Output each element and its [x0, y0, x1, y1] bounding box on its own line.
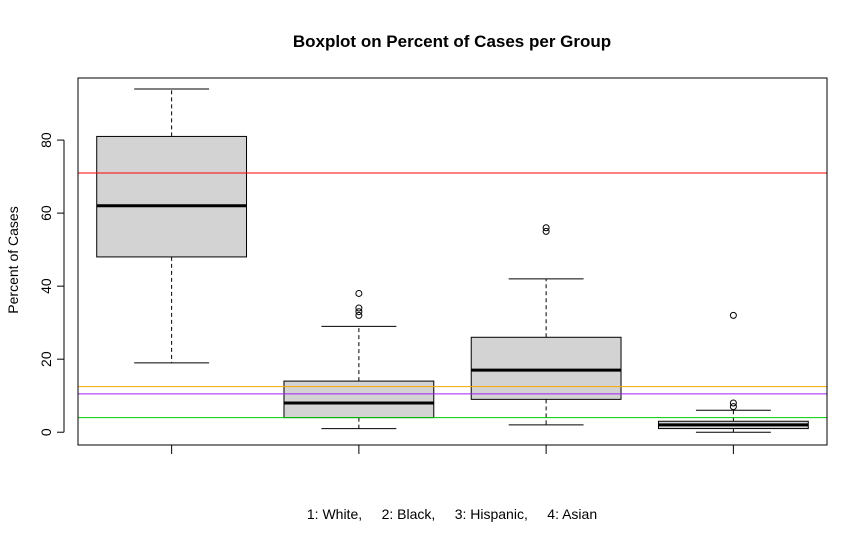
group-4-outlier-0	[729, 403, 737, 411]
group-2-outlier-0	[355, 311, 363, 319]
group-3-outlier-1	[542, 224, 550, 232]
group-4-outlier-2	[729, 311, 737, 319]
group-2-outlier-2	[355, 304, 363, 312]
plot-frame	[77, 77, 828, 446]
group-3-outlier-0	[542, 227, 550, 235]
y-tick-label-60: 60	[38, 205, 54, 221]
y-tick-label-40: 40	[38, 278, 54, 294]
chart-title: Boxplot on Percent of Cases per Group	[293, 32, 611, 51]
y-tick-label-0: 0	[38, 428, 54, 436]
plot-area: 0 20 40 60 80	[38, 77, 828, 454]
group-4-outlier-1	[729, 399, 737, 407]
group-2-outlier-3	[355, 289, 363, 297]
x-axis-label: 1: White, 2: Black, 3: Hispanic, 4: Asia…	[307, 506, 597, 522]
group-2-box	[283, 380, 435, 419]
y-axis-label: Percent of Cases	[5, 206, 21, 313]
y-tick-label-20: 20	[38, 351, 54, 367]
group-1-box	[96, 135, 248, 258]
group-2-outlier-1	[355, 308, 363, 316]
group-3-box	[470, 336, 622, 400]
y-tick-label-80: 80	[38, 132, 54, 148]
